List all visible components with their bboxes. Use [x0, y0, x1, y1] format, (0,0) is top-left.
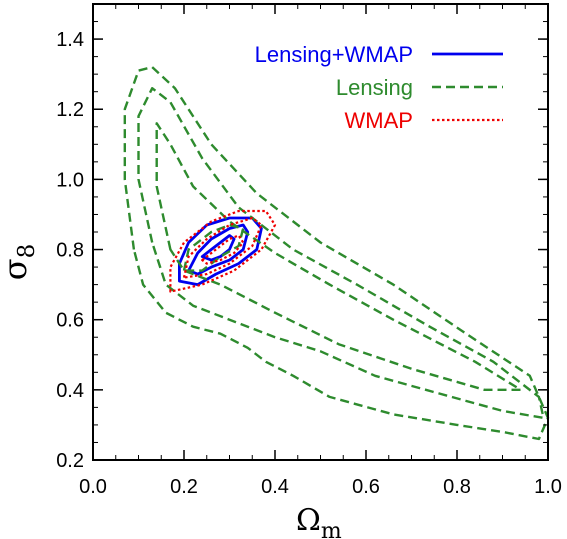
legend: Lensing+WMAP Lensing WMAP: [255, 42, 503, 133]
y-tick-label: 0.8: [56, 240, 84, 262]
contour-line: [137, 87, 545, 420]
legend-entry: WMAP: [345, 108, 503, 133]
contour-line: [155, 122, 522, 391]
contour-line: [182, 223, 245, 272]
contour-line: [123, 65, 550, 441]
contour-line: [178, 216, 263, 286]
x-axis-label: Ωm: [296, 503, 342, 539]
legend-label: WMAP: [345, 108, 413, 133]
legend-label: Lensing+WMAP: [255, 42, 413, 67]
series-wmap: [169, 209, 277, 293]
series-lensing-wmap: [178, 216, 263, 286]
y-tick-label: 1.0: [56, 169, 84, 191]
x-tick-label: 0.8: [443, 476, 471, 498]
series-lensing: [123, 65, 550, 441]
y-tick-label: 1.4: [56, 29, 84, 51]
contour-line: [187, 223, 250, 276]
legend-label: Lensing: [336, 75, 413, 100]
tick-layer: 0.0 0.2 0.4 0.6 0.8 1.0 0.2 0.4 0.6 0.8 1.0 1.2 1.4: [56, 3, 562, 498]
contour-series-layer: [123, 65, 550, 441]
x-tick-label: 1.0: [534, 476, 562, 498]
contour-line: [201, 234, 245, 265]
x-tick-label: 0.4: [261, 476, 289, 498]
contour-line: [200, 234, 236, 262]
y-tick-label: 0.6: [56, 310, 84, 332]
y-tick-label: 0.2: [56, 450, 84, 472]
y-tick-label: 1.2: [56, 99, 84, 121]
legend-entry: Lensing+WMAP: [255, 42, 503, 67]
x-tick-label: 0.0: [79, 476, 107, 498]
x-tick-label: 0.2: [170, 476, 198, 498]
y-tick-label: 0.4: [56, 380, 84, 402]
x-tick-label: 0.6: [352, 476, 380, 498]
y-axis-label: σ8: [0, 244, 40, 280]
legend-entry: Lensing: [336, 75, 503, 100]
